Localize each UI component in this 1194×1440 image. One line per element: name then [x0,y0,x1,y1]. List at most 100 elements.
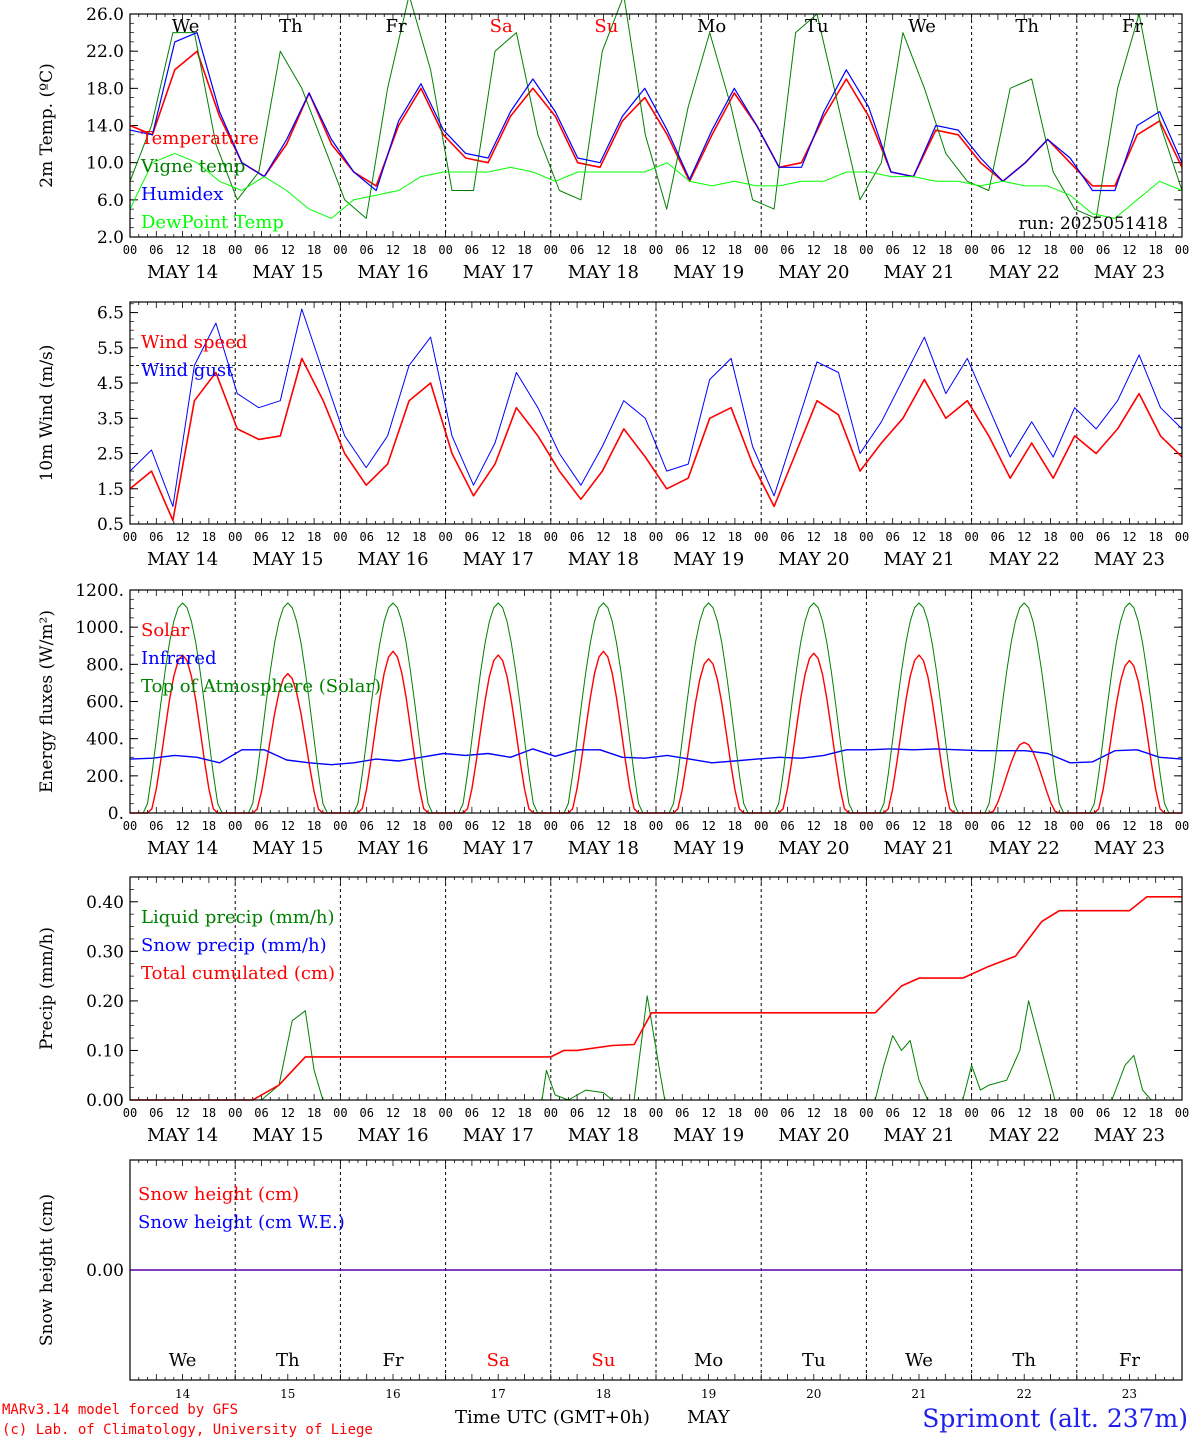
hour-tick-label: 06 [570,243,584,257]
hour-tick-label: 00 [544,1106,558,1120]
day-number-label: 19 [701,1387,716,1401]
y-tick-label: 22.0 [86,42,124,62]
hour-tick-label: 18 [307,530,321,544]
hour-tick-label: 12 [386,530,400,544]
legend-label: Solar [141,620,190,641]
hour-tick-label: 12 [281,1106,295,1120]
hour-tick-label: 00 [1070,1106,1084,1120]
hour-tick-label: 18 [307,1106,321,1120]
hour-tick-label: 06 [885,530,899,544]
panel-frame [129,13,1183,238]
hour-tick-label: 00 [964,1106,978,1120]
date-label: MAY 15 [252,838,323,859]
hour-tick-label: 18 [412,1106,426,1120]
weekday-label: Th [276,1350,300,1371]
credit-line-1: MARv3.14 model forced by GFS [2,1402,238,1418]
date-label: MAY 22 [989,549,1060,570]
hour-tick-label: 18 [1043,530,1057,544]
hour-tick-label: 06 [149,819,163,833]
date-label: MAY 15 [252,549,323,570]
hour-tick-label: 18 [938,1106,952,1120]
date-label: MAY 18 [568,838,639,859]
hour-tick-label: 06 [1096,530,1110,544]
series-line-total-cumulated-cm [130,896,1182,1101]
hour-tick-label: 06 [780,530,794,544]
hour-tick-label: 00 [1175,530,1189,544]
date-label: MAY 17 [463,838,534,859]
weekday-label: We [908,16,936,37]
hour-tick-label: 12 [491,243,505,257]
y-axis-title: Snow height (cm) [37,1194,57,1346]
day-number-label: 18 [596,1387,611,1401]
hour-tick-label: 12 [807,819,821,833]
hour-tick-label: 00 [754,243,768,257]
hour-tick-label: 00 [123,243,137,257]
y-tick-label: 0.30 [86,942,124,962]
hour-tick-label: 00 [123,1106,137,1120]
panel-frame [129,301,1183,525]
hour-tick-label: 06 [254,1106,268,1120]
hour-tick-label: 06 [885,243,899,257]
weekday-label: Tu [805,16,829,37]
y-tick-label: 200. [86,767,124,787]
hour-tick-label: 06 [570,819,584,833]
date-label: MAY 23 [1094,1125,1165,1146]
hour-tick-label: 00 [754,530,768,544]
hour-tick-label: 18 [728,243,742,257]
date-label: MAY 22 [989,838,1060,859]
run-label: run: 2025051418 [1019,214,1168,234]
date-label: MAY 17 [463,262,534,283]
hour-tick-label: 06 [885,1106,899,1120]
hour-tick-label: 00 [1175,243,1189,257]
hour-tick-label: 12 [386,243,400,257]
legend-label: Total cumulated (cm) [141,963,335,984]
hour-tick-label: 06 [465,530,479,544]
legend-label: Liquid precip (mm/h) [141,907,335,928]
hour-tick-label: 06 [780,819,794,833]
day-number-label: 14 [175,1387,191,1401]
hour-tick-label: 12 [596,243,610,257]
hour-tick-label: 06 [149,530,163,544]
date-label: MAY 17 [463,1125,534,1146]
hour-tick-label: 06 [359,243,373,257]
panel-precip: 0.00 0.10 0.20 0.30 0.40 Precip (mm/h) Liquid … [37,876,1189,1146]
hour-tick-label: 18 [517,243,531,257]
date-label: MAY 21 [883,838,954,859]
y-tick-label: 2.0 [97,228,124,248]
hour-tick-label: 00 [123,819,137,833]
date-label: MAY 16 [357,1125,428,1146]
hour-tick-label: 06 [1096,1106,1110,1120]
hour-tick-label: 06 [359,819,373,833]
hour-tick-label: 18 [1043,1106,1057,1120]
y-tick-label: 1.5 [97,480,124,500]
date-label: MAY 19 [673,549,744,570]
hour-tick-label: 00 [964,530,978,544]
weekday-label: We [905,1350,933,1371]
hour-tick-label: 18 [517,819,531,833]
date-label: MAY 21 [883,549,954,570]
hour-tick-label: 18 [622,819,636,833]
date-label: MAY 20 [778,262,849,283]
weekday-label: Th [279,16,303,37]
series-line-infrared [129,748,1183,766]
hour-tick-label: 00 [438,1106,452,1120]
date-label: MAY 14 [147,838,218,859]
legend-label: Wind gust [141,360,234,381]
legend-label: Temperature [141,128,259,149]
hour-tick-label: 06 [675,530,689,544]
date-label: MAY 18 [568,1125,639,1146]
hour-tick-label: 18 [622,530,636,544]
weekday-label: We [172,16,200,37]
hour-tick-label: 18 [202,530,216,544]
y-axis-title: Precip (mm/h) [37,927,57,1050]
series-line-humidex [129,32,1183,192]
panel-snow: 0.00 Snow height (cm) Snow height (cm) Snow… [37,1159,1183,1401]
date-label: MAY 16 [357,838,428,859]
hour-tick-label: 00 [1175,819,1189,833]
y-tick-label: 800. [86,655,124,675]
hour-tick-label: 00 [1070,243,1084,257]
hour-tick-label: 12 [175,819,189,833]
hour-tick-label: 06 [675,243,689,257]
hour-tick-label: 18 [202,243,216,257]
